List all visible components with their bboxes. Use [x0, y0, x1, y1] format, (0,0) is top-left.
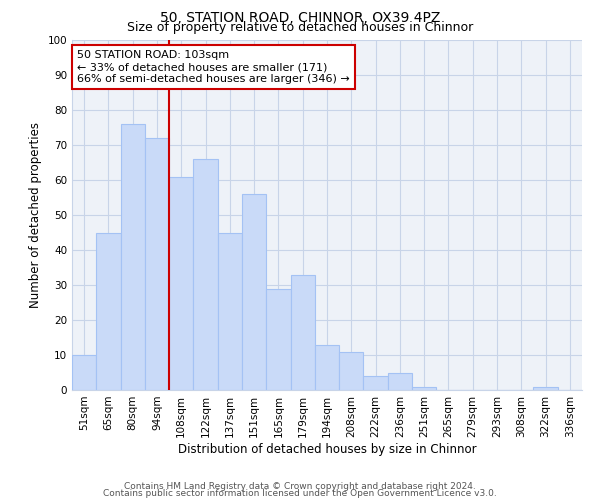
- Bar: [242, 194, 266, 390]
- Text: 50 STATION ROAD: 103sqm
← 33% of detached houses are smaller (171)
66% of semi-d: 50 STATION ROAD: 103sqm ← 33% of detache…: [77, 50, 350, 84]
- Bar: [218, 232, 242, 390]
- Bar: [193, 159, 218, 390]
- Bar: [145, 138, 169, 390]
- Text: Contains HM Land Registry data © Crown copyright and database right 2024.: Contains HM Land Registry data © Crown c…: [124, 482, 476, 491]
- Bar: [266, 288, 290, 390]
- Bar: [533, 386, 558, 390]
- Bar: [388, 372, 412, 390]
- X-axis label: Distribution of detached houses by size in Chinnor: Distribution of detached houses by size …: [178, 442, 476, 456]
- Bar: [72, 355, 96, 390]
- Text: Size of property relative to detached houses in Chinnor: Size of property relative to detached ho…: [127, 21, 473, 34]
- Bar: [412, 386, 436, 390]
- Bar: [121, 124, 145, 390]
- Bar: [290, 274, 315, 390]
- Bar: [339, 352, 364, 390]
- Text: 50, STATION ROAD, CHINNOR, OX39 4PZ: 50, STATION ROAD, CHINNOR, OX39 4PZ: [160, 11, 440, 25]
- Bar: [169, 176, 193, 390]
- Y-axis label: Number of detached properties: Number of detached properties: [29, 122, 42, 308]
- Bar: [96, 232, 121, 390]
- Text: Contains public sector information licensed under the Open Government Licence v3: Contains public sector information licen…: [103, 488, 497, 498]
- Bar: [364, 376, 388, 390]
- Bar: [315, 344, 339, 390]
